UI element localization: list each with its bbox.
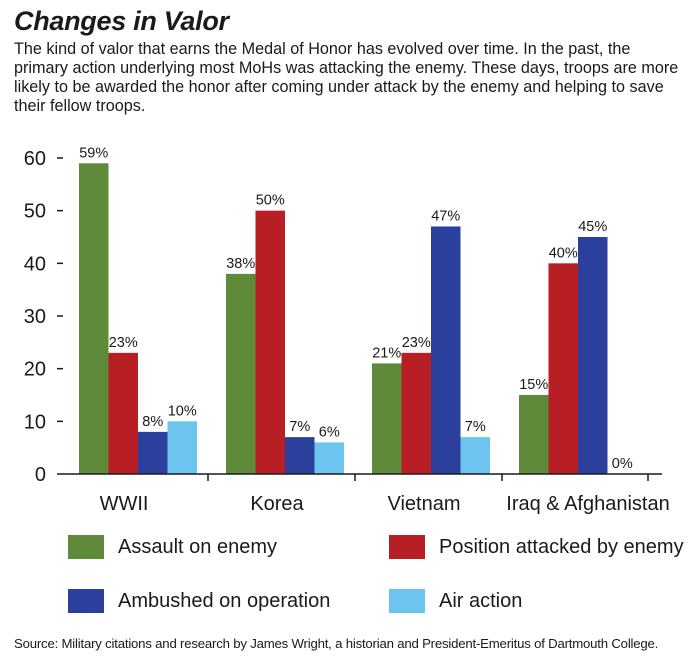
legend-item: Air action: [389, 589, 522, 613]
y-tick-label: 60: [24, 148, 46, 170]
legend-label: Assault on enemy: [118, 535, 277, 558]
data-label: 7%: [289, 419, 310, 435]
category-label: Korea: [250, 493, 304, 515]
y-tick-label: 50: [24, 201, 46, 223]
data-label: 38%: [226, 256, 255, 272]
data-label: 23%: [109, 335, 138, 351]
legend-swatch: [389, 535, 425, 559]
legend-swatch: [68, 589, 104, 613]
legend-item: Position attacked by enemy: [389, 535, 684, 559]
bar-2-0: [372, 363, 402, 474]
data-label: 8%: [142, 414, 163, 430]
data-label: 59%: [79, 145, 108, 161]
legend-label: Ambushed on operation: [118, 589, 331, 612]
chart-title: Changes in Valor: [14, 6, 229, 36]
legend-item: Ambushed on operation: [68, 589, 330, 613]
bar-0-1: [108, 352, 138, 474]
legend-label: Air action: [439, 589, 523, 612]
bar-0-0: [79, 163, 109, 474]
data-label: 15%: [519, 377, 548, 393]
bar-0-2: [138, 431, 168, 474]
bar-2-2: [431, 226, 461, 474]
data-label: 40%: [549, 245, 578, 261]
category-label: Iraq & Afghanistan: [506, 493, 669, 515]
bar-3-1: [548, 263, 578, 474]
bar-2-1: [401, 352, 431, 474]
bar-1-1: [255, 210, 285, 474]
legend-item: Assault on enemy: [68, 535, 277, 559]
data-label: 10%: [168, 403, 197, 419]
bar-chart: 0 10 20 30 40 50 60 59% 38% 21% 15% 23% 50% 23% 40% 8% 7…: [24, 145, 670, 515]
data-label: 6%: [319, 424, 340, 440]
data-label: 47%: [431, 208, 460, 224]
source-note: Source: Military citations and research …: [14, 636, 659, 651]
category-label: WWII: [100, 493, 149, 515]
legend-swatch: [68, 535, 104, 559]
y-tick-label: 30: [24, 306, 46, 328]
data-label: 50%: [256, 193, 285, 209]
legend-label: Position attacked by enemy: [439, 535, 684, 558]
data-label: 0%: [612, 456, 633, 472]
data-label: 7%: [465, 419, 486, 435]
bar-2-3: [460, 437, 490, 474]
legend-swatch: [389, 589, 425, 613]
bar-1-2: [285, 437, 315, 474]
y-tick-label: 40: [24, 253, 46, 275]
bar-3-2: [578, 237, 608, 474]
data-label: 21%: [372, 345, 401, 361]
y-tick-label: 20: [24, 359, 46, 381]
bar-3-0: [519, 395, 549, 474]
y-tick-label: 10: [24, 411, 46, 433]
y-tick-label: 0: [35, 464, 46, 486]
bar-1-3: [314, 442, 344, 474]
bar-1-0: [226, 273, 256, 474]
bar-0-3: [167, 421, 197, 474]
category-label: Vietnam: [387, 493, 460, 515]
data-label: 23%: [402, 335, 431, 351]
chart-subtitle: The kind of valor that earns the Medal o…: [14, 40, 679, 115]
data-label: 45%: [578, 219, 607, 235]
